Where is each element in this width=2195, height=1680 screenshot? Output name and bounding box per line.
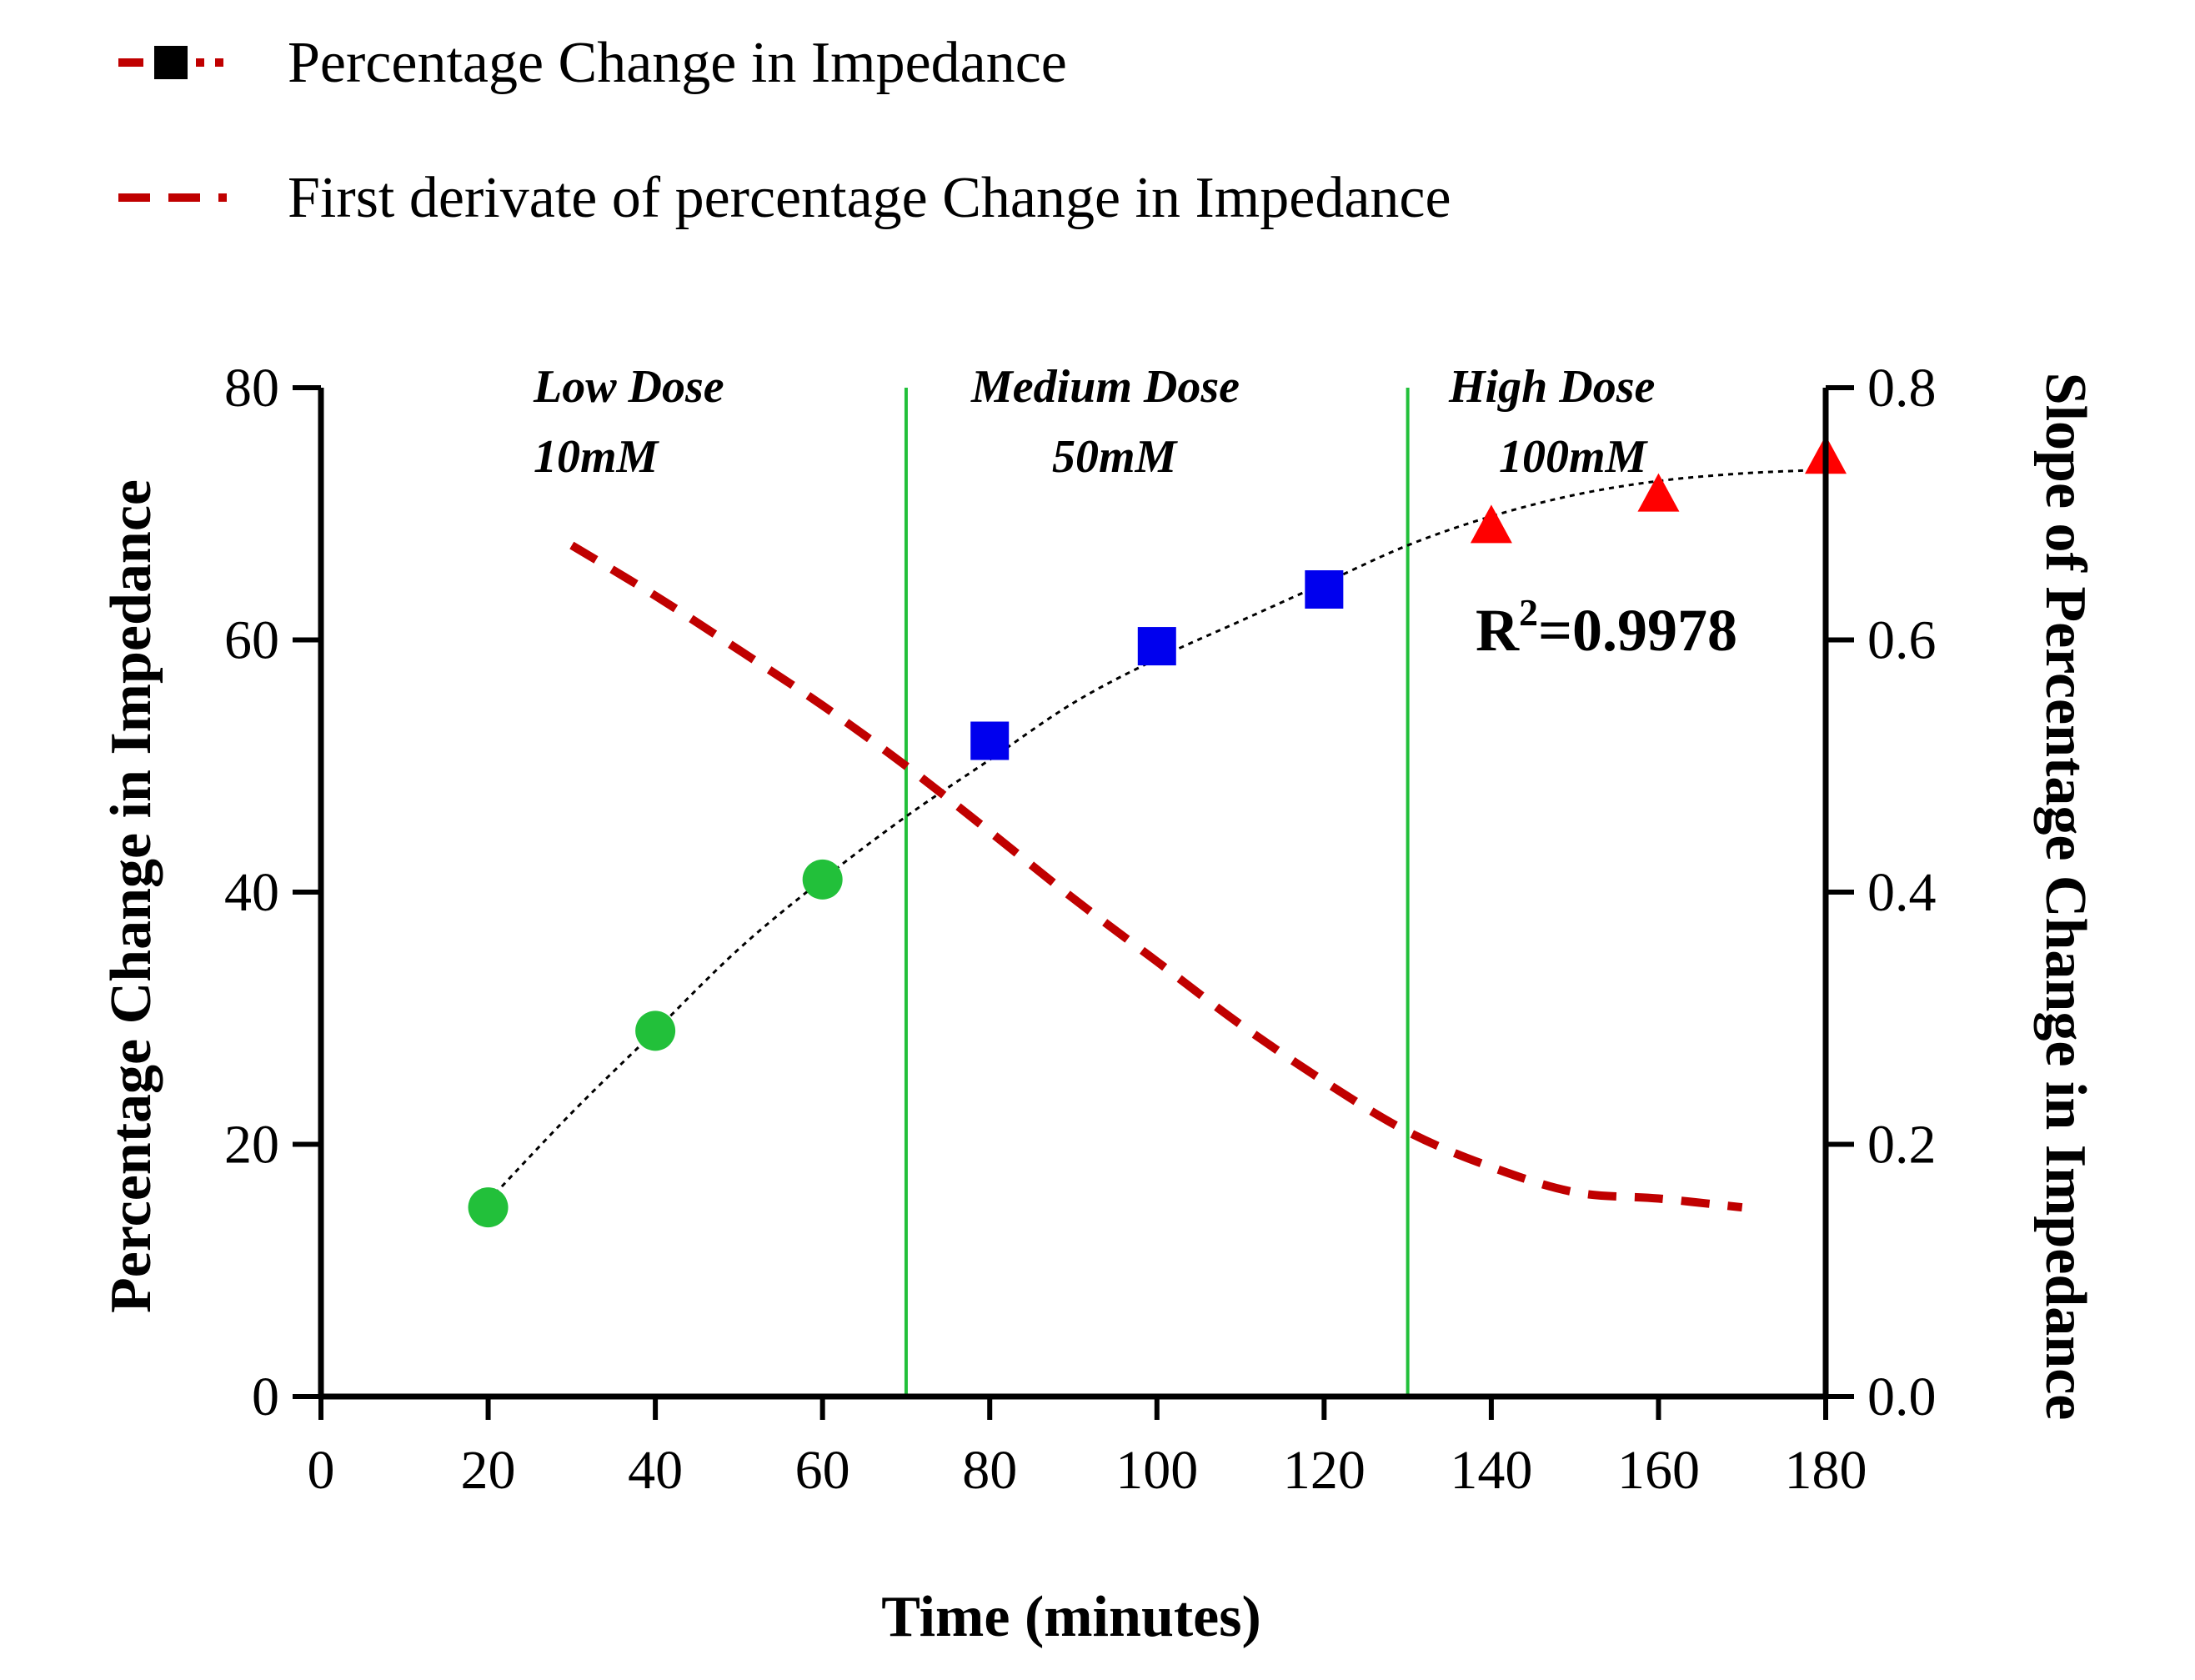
r-squared-superscript: 2 [1519,591,1538,634]
y-left-tick-label-2: 40 [224,862,279,923]
legend-label-percentage-change: Percentage Change in Impedance [288,31,1067,95]
data-markers [468,435,1847,1228]
x-tick-label-5: 100 [1115,1440,1198,1501]
high-dose-label: High Dose [1448,361,1655,413]
data-point-triangle-1 [1637,473,1680,512]
legend-swatch-percentage-change [118,46,223,79]
derivative-series [569,541,1743,1212]
y-right-tick-label-3: 0.6 [1867,610,1937,671]
x-tick-label-2: 40 [628,1440,683,1501]
y-left-tick-label-4: 80 [224,358,279,419]
x-tick-label-3: 60 [795,1440,850,1501]
y-right-tick-label-0: 0.0 [1867,1367,1937,1427]
ticks: 0 20 40 60 80 100 120 140 160 180 0 20 40 60 80 0.0 0.2 0… [224,358,1937,1501]
medium-dose-concentration: 50mM [1052,431,1179,483]
data-point-square-1 [1137,627,1176,666]
y-right-tick-label-2: 0.4 [1867,862,1937,923]
fit-curve [487,468,1827,1202]
legend: Percentage Change in Impedance First der… [118,31,1451,230]
x-axis-title: Time (minutes) [881,1585,1261,1649]
fit-curve-line [487,468,1827,1202]
y-left-tick-label-0: 0 [252,1367,279,1427]
data-point-square-0 [970,721,1010,760]
x-tick-label-0: 0 [308,1440,335,1501]
y-left-axis-title: Percentage Change in Impedance [99,479,163,1313]
y-right-tick-label-4: 0.8 [1867,358,1937,419]
data-point-circle-2 [802,859,843,900]
y-right-tick-label-1: 0.2 [1867,1115,1937,1176]
x-tick-label-8: 160 [1617,1440,1700,1501]
x-tick-label-6: 120 [1283,1440,1366,1501]
r-squared-value: =0.9978 [1538,597,1737,664]
low-dose-label: Low Dose [533,361,724,413]
x-tick-label-9: 180 [1785,1440,1867,1501]
data-point-square-2 [1305,570,1344,609]
y-left-tick-label-1: 20 [224,1115,279,1176]
medium-dose-label: Medium Dose [970,361,1240,413]
legend-label-first-derivative: First derivate of percentage Change in I… [288,166,1451,230]
r-squared-base: R [1476,597,1520,664]
dose-boundaries [904,388,1410,1397]
x-tick-label-4: 80 [962,1440,1017,1501]
x-tick-label-7: 140 [1450,1440,1532,1501]
data-point-triangle-0 [1470,504,1512,544]
low-dose-concentration: 10mM [534,431,660,483]
data-point-circle-1 [635,1011,676,1051]
high-dose-concentration: 100mM [1499,431,1649,483]
data-point-circle-0 [468,1187,509,1228]
dose-labels: Low Dose 10mM Medium Dose 50mM High Dose… [533,361,1655,483]
r-squared-annotation: R2=0.9978 [1476,591,1737,664]
x-tick-label-1: 20 [461,1440,516,1501]
derivative-line [569,541,1743,1212]
y-left-tick-label-3: 60 [224,610,279,671]
y-right-axis-title: Slope of Percentage Change in Impedance [2033,373,2097,1421]
